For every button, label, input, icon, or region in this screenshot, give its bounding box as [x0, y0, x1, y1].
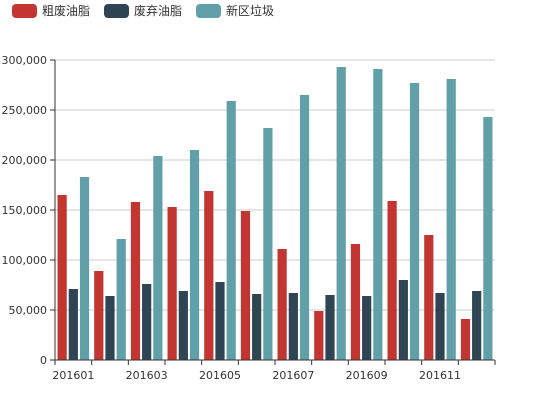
y-tick-label: 100,000 [2, 254, 48, 267]
chart-legend: 粗废油脂 废弃油脂 新区垃圾 [12, 2, 274, 19]
bar-series-3 [299, 95, 310, 360]
y-tick-label: 150,000 [2, 204, 48, 217]
x-tick-label: 201607 [272, 369, 314, 382]
bar-series-2 [215, 282, 225, 360]
axis-layer: 0 50,000 100,000 150,000 200,000 250,000 300,0… [2, 54, 496, 382]
bar-series-2 [105, 296, 115, 360]
bar-series-2 [325, 295, 335, 360]
bar-series-2 [252, 294, 262, 360]
x-tick-label: 201609 [346, 369, 388, 382]
bar-series-3 [153, 156, 163, 360]
bar-series-1 [204, 191, 214, 360]
y-tick-label: 50,000 [9, 304, 48, 317]
x-tick-label: 201611 [419, 369, 461, 382]
bar-series-2 [435, 293, 445, 360]
bar-series-2 [472, 291, 482, 360]
grid-layer [55, 59, 495, 311]
legend-swatch-series-2 [104, 3, 130, 18]
legend-label-series-1: 粗废油脂 [42, 4, 91, 18]
legend-swatch-series-1 [12, 3, 37, 18]
legend-label-series-2: 废弃油脂 [134, 4, 183, 18]
y-tick-label: 250,000 [2, 104, 48, 117]
bar-series-3 [79, 177, 90, 360]
bar-series-2 [288, 293, 298, 360]
bar-series-1 [350, 244, 361, 360]
bar-series-1 [167, 207, 177, 360]
bar-series-2 [68, 289, 78, 360]
legend-swatch-series-3 [196, 3, 222, 18]
y-tick-label: 0 [40, 354, 47, 367]
bar-series-1 [314, 311, 324, 360]
bar-series-2 [362, 296, 372, 360]
bar-series-2 [142, 284, 152, 360]
legend-item-series-1[interactable]: 粗废油脂 [12, 2, 90, 19]
legend-label-series-3: 新区垃圾 [226, 4, 275, 18]
legend-item-series-2[interactable]: 废弃油脂 [104, 2, 182, 19]
bar-series-1 [130, 202, 141, 360]
bar-series-1 [424, 235, 434, 360]
bar-series-2 [398, 280, 408, 360]
bar-series-3 [189, 150, 200, 360]
bar-series-3 [226, 101, 236, 360]
bar-series-1 [240, 211, 251, 360]
x-tick-label: 201603 [126, 369, 168, 382]
x-tick-label: 201601 [52, 369, 94, 382]
bar-series-3 [483, 117, 493, 360]
bar-series-1 [277, 249, 287, 360]
y-tick-label: 300,000 [2, 54, 48, 67]
bar-series-3 [373, 69, 383, 360]
legend-item-series-3[interactable]: 新区垃圾 [196, 2, 274, 19]
bar-series-3 [446, 79, 456, 360]
bar-series-3 [263, 128, 273, 360]
bar-series-1 [57, 195, 67, 360]
bar-series-1 [387, 201, 397, 360]
bar-series-1 [460, 319, 471, 360]
bars-layer [57, 67, 493, 360]
bar-series-2 [178, 291, 188, 360]
x-tick-label: 201605 [199, 369, 241, 382]
y-tick-label: 200,000 [2, 154, 48, 167]
bar-series-3 [116, 239, 126, 360]
bar-series-3 [409, 83, 420, 360]
bar-series-1 [94, 271, 104, 360]
bar-series-3 [336, 67, 346, 360]
